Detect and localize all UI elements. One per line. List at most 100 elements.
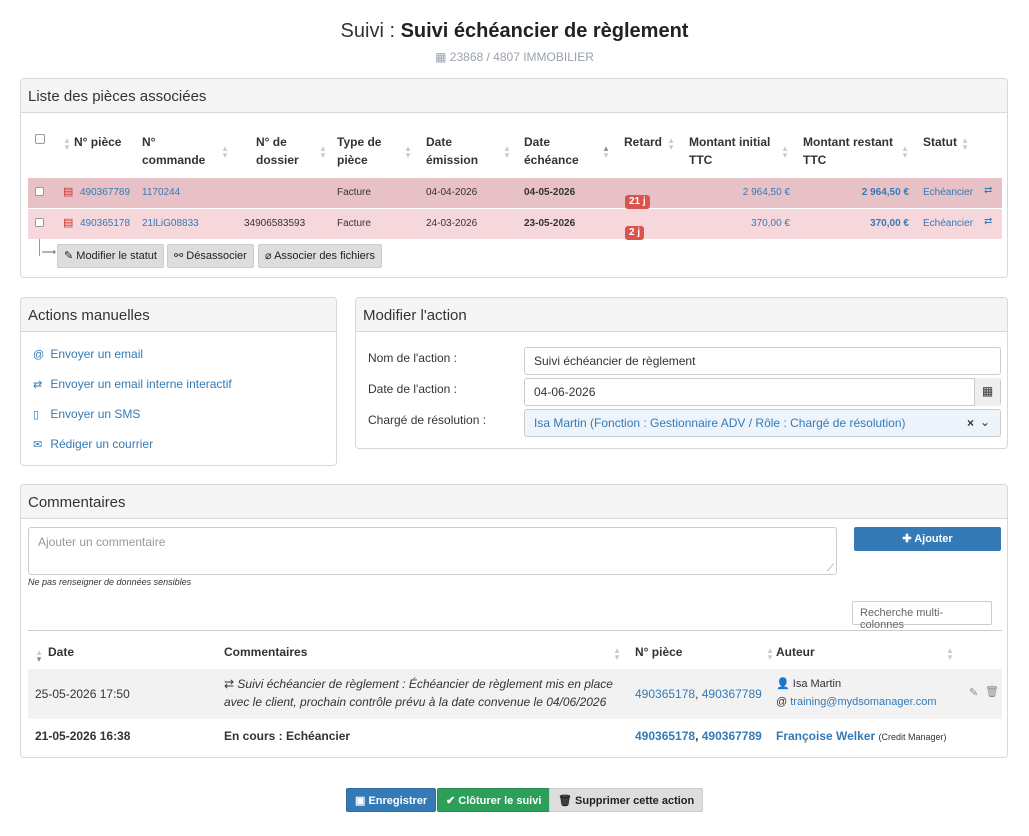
check-icon: ✔: [446, 795, 456, 807]
type-cell: Facture: [337, 218, 371, 229]
col-piece[interactable]: N° pièce: [635, 645, 683, 659]
actions-panel: Actions manuelles @ Envoyer un email ⇄ E…: [20, 297, 337, 466]
col-echeance[interactable]: Date échéance: [524, 135, 579, 167]
resize-handle-icon[interactable]: ⟋: [827, 563, 834, 574]
col-dossier[interactable]: N° de dossier: [256, 135, 299, 167]
calendar-icon[interactable]: ▦: [974, 378, 1000, 406]
write-letter-link[interactable]: ✉ Rédiger un courrier: [33, 437, 154, 451]
table-divider: [28, 630, 1002, 631]
author-link[interactable]: Françoise Welker: [776, 729, 876, 743]
col-statut[interactable]: Statut: [923, 135, 957, 149]
plus-icon: ✚: [902, 533, 912, 545]
restant-cell: 2 964,50 €: [861, 187, 909, 198]
piece-link[interactable]: 490365178: [635, 729, 696, 743]
comment-textarea[interactable]: Ajouter un commentaire ⟋: [28, 527, 837, 575]
modifier-statut-button[interactable]: ✎ Modifier le statut: [57, 244, 164, 268]
pdf-icon[interactable]: ▤: [63, 217, 74, 229]
exchange-icon: ⇄: [33, 379, 43, 391]
sort-icon: ▴ ▾: [320, 143, 326, 160]
col-piece[interactable]: N° pièce: [74, 135, 122, 149]
comment-date: 21-05-2026 16:38: [35, 729, 131, 743]
send-email-link[interactable]: @ Envoyer un email: [33, 347, 144, 361]
pdf-icon[interactable]: ▤: [63, 186, 74, 198]
sort-icon: ▴ ▾: [668, 135, 674, 152]
sort-icon: ▴ ▾: [504, 143, 510, 160]
piece-link[interactable]: 490367789: [80, 187, 131, 198]
col-commande[interactable]: N° commande: [142, 135, 206, 167]
sort-icon: ▴ ▾: [902, 143, 908, 160]
at-icon: @: [33, 349, 45, 361]
modifier-panel: Modifier l'action Nom de l'action : Suiv…: [355, 297, 1008, 449]
sort-icon: ▴ ▾: [782, 143, 788, 160]
piece-link[interactable]: 490367789: [701, 729, 762, 743]
close-followup-button[interactable]: ✔ Clôturer le suivi: [437, 788, 551, 812]
commande-link[interactable]: 21lLiG08833: [142, 218, 199, 229]
add-comment-button[interactable]: ✚ Ajouter: [854, 527, 1001, 551]
desassocier-button[interactable]: ⚯ Désassocier: [167, 244, 254, 268]
trash-icon[interactable]: 🗑: [985, 686, 999, 698]
date-input[interactable]: 04-06-2026 ▦: [524, 378, 1001, 406]
date-label: Date de l'action :: [368, 382, 458, 396]
comments-panel: Commentaires Ajouter un commentaire ⟋ ✚ A…: [20, 484, 1008, 758]
envelope-icon: ✉: [33, 439, 43, 451]
col-commentaires[interactable]: Commentaires: [224, 645, 308, 659]
modifier-panel-title: Modifier l'action: [356, 298, 1007, 332]
table-row[interactable]: ▤ 490367789 1170244 Facture 04-04-2026 0…: [28, 178, 1002, 209]
at-icon: @: [776, 696, 788, 708]
send-internal-email-link[interactable]: ⇄ Envoyer un email interne interactif: [33, 377, 232, 391]
search-input[interactable]: Recherche multi-colonnes: [852, 601, 992, 631]
comment-pieces: 490365178, 490367789: [635, 729, 762, 743]
piece-link[interactable]: 490365178: [635, 687, 696, 701]
statut-link[interactable]: Echéancier: [923, 187, 974, 198]
floppy-icon: ▣: [355, 795, 366, 807]
col-restant[interactable]: Montant restant TTC: [803, 135, 893, 167]
emission-cell: 24-03-2026: [426, 218, 478, 229]
sort-desc-icon: ▴ ▾: [36, 647, 42, 664]
sort-icon: ▴ ▾: [767, 645, 773, 662]
actions-panel-title: Actions manuelles: [21, 298, 336, 332]
piece-link[interactable]: 490367789: [701, 687, 762, 701]
charge-select[interactable]: Isa Martin (Fonction : Gestionnaire ADV …: [524, 409, 1001, 437]
col-retard[interactable]: Retard: [624, 135, 663, 149]
col-emission[interactable]: Date émission: [426, 135, 479, 167]
user-icon: 👤: [776, 678, 790, 690]
col-date[interactable]: Date: [48, 645, 75, 659]
piece-link[interactable]: 490365178: [80, 218, 131, 229]
table-row[interactable]: ▤ 490365178 21lLiG08833 34906583593 Fact…: [28, 209, 1002, 240]
pieces-panel-title: Liste des pièces associées: [21, 79, 1007, 113]
sort-icon: ▴ ▾: [222, 143, 228, 160]
type-cell: Facture: [337, 187, 371, 198]
emission-cell: 04-04-2026: [426, 187, 478, 198]
echeance-cell: 04-05-2026: [524, 187, 576, 198]
col-auteur[interactable]: Auteur: [776, 645, 815, 659]
nom-input[interactable]: Suivi échéancier de règlement: [524, 347, 1001, 375]
comment-date: 25-05-2026 17:50: [35, 687, 130, 701]
row-checkbox[interactable]: [35, 187, 44, 196]
chevron-down-icon[interactable]: ⌄: [979, 415, 990, 429]
clear-icon[interactable]: ×: [966, 416, 974, 430]
pieces-panel: Liste des pièces associées ▴ ▾ N° pièce N…: [20, 78, 1008, 278]
comment-pieces: 490365178, 490367789: [635, 687, 762, 701]
col-initial[interactable]: Montant initial TTC: [689, 135, 771, 167]
save-button[interactable]: ▣ Enregistrer: [346, 788, 437, 812]
initial-cell: 2 964,50 €: [742, 187, 790, 198]
commande-link[interactable]: 1170244: [142, 187, 181, 198]
exchange-icon[interactable]: ⇄: [984, 185, 993, 196]
pencil-icon[interactable]: ✎: [969, 687, 979, 699]
dossier-cell: 34906583593: [244, 218, 306, 229]
comment-text: En cours : Echéancier: [224, 729, 351, 743]
tree-arrow: ⟶: [39, 247, 57, 258]
delete-action-button[interactable]: 🗑 Supprimer cette action: [549, 788, 704, 812]
associer-fichiers-button[interactable]: ⌀ Associer des fichiers: [258, 244, 382, 268]
sort-icon: ▴ ▾: [614, 645, 620, 662]
mobile-icon: ▯: [33, 409, 40, 421]
author-email-link[interactable]: training@mydsomanager.com: [790, 696, 937, 708]
select-all-checkbox[interactable]: [35, 134, 45, 144]
row-checkbox[interactable]: [35, 218, 44, 227]
statut-link[interactable]: Echéancier: [923, 218, 974, 229]
sort-icon: ▴ ▾: [64, 135, 70, 152]
send-sms-link[interactable]: ▯ Envoyer un SMS: [33, 407, 141, 421]
exchange-icon[interactable]: ⇄: [984, 216, 993, 227]
trash-icon: 🗑: [558, 795, 572, 807]
col-type[interactable]: Type de pièce: [337, 135, 382, 167]
